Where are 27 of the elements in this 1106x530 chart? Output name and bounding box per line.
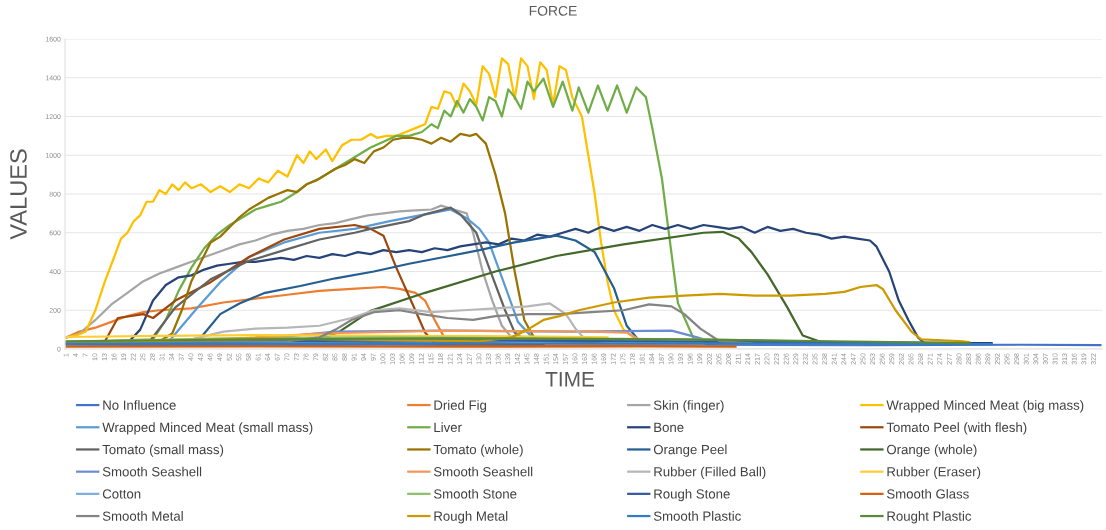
legend-label: Smooth Plastic — [653, 511, 741, 521]
legend-label: Rought Plastic — [887, 511, 972, 524]
legend-label: Liver — [434, 422, 462, 433]
legend-label: Smooth Seashell — [102, 466, 202, 477]
legend-label: No Influence — [103, 400, 176, 410]
legend-label: Smooth Metal — [102, 511, 183, 521]
legend-label: Rubber (Eraser) — [887, 466, 981, 480]
legend-label: Orange (whole) — [887, 444, 977, 457]
legend-label: Tomato (small mass) — [102, 444, 224, 457]
legend-label: Rubber (Filled Ball) — [654, 466, 766, 480]
legend-label: Skin (finger) — [653, 400, 724, 413]
y-axis-title: VALUES — [10, 149, 27, 240]
legend-label: Smooth Stone — [433, 488, 517, 499]
legend-label: Wrapped Minced Meat (big mass) — [886, 400, 1084, 413]
legend-label: Bone — [654, 422, 684, 433]
legend-label: Rough Metal — [434, 511, 508, 524]
x-axis-title: TIME — [545, 372, 594, 387]
legend-label: Rough Stone — [654, 488, 730, 502]
chart-title: FORCE — [529, 5, 577, 16]
legend-label: Orange Peel — [653, 444, 727, 457]
legend-label: Smooth Glass — [886, 488, 969, 499]
legend-label: Tomato Peel (with flesh) — [886, 422, 1027, 435]
legend-label: Dried Fig — [434, 400, 487, 413]
legend-label: Tomato (whole) — [433, 444, 523, 457]
legend-label: Wrapped Minced Meat (small mass) — [102, 422, 313, 435]
legend-label: Cotton — [102, 489, 141, 499]
legend-label: Smooth Seashell — [433, 466, 533, 477]
